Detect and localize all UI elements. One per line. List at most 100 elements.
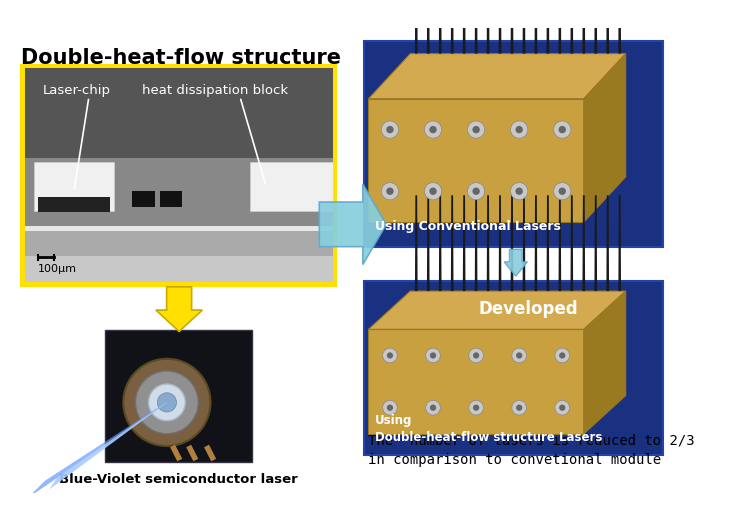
Circle shape [429, 126, 437, 133]
Circle shape [555, 348, 570, 363]
Polygon shape [547, 195, 549, 291]
Circle shape [381, 121, 398, 138]
Circle shape [383, 348, 398, 363]
Circle shape [430, 352, 436, 358]
Circle shape [559, 126, 566, 133]
Polygon shape [439, 0, 442, 54]
Circle shape [429, 188, 437, 195]
Circle shape [387, 126, 394, 133]
Circle shape [516, 405, 523, 411]
Circle shape [387, 405, 393, 411]
Polygon shape [498, 0, 501, 54]
Circle shape [553, 182, 571, 200]
Circle shape [516, 352, 523, 358]
Circle shape [387, 188, 394, 195]
Polygon shape [595, 195, 597, 291]
Polygon shape [584, 291, 625, 434]
Text: 100μm: 100μm [38, 264, 77, 274]
Polygon shape [427, 195, 429, 291]
Polygon shape [27, 401, 168, 498]
Circle shape [148, 384, 185, 420]
Polygon shape [547, 0, 549, 54]
Bar [25, 158, 333, 229]
Circle shape [515, 188, 523, 195]
Bar [368, 329, 584, 434]
Polygon shape [49, 402, 168, 490]
Bar [34, 162, 114, 211]
Bar [249, 162, 333, 211]
Circle shape [511, 182, 528, 200]
Polygon shape [606, 0, 609, 54]
Circle shape [469, 348, 484, 363]
Polygon shape [570, 195, 573, 291]
Circle shape [430, 405, 436, 411]
Circle shape [383, 400, 398, 415]
Circle shape [123, 359, 210, 446]
Text: Using Conventional Lasers: Using Conventional Lasers [375, 220, 561, 233]
Bar [159, 191, 182, 207]
Polygon shape [523, 0, 526, 54]
Bar [25, 226, 333, 231]
Polygon shape [451, 195, 453, 291]
Polygon shape [511, 195, 513, 291]
Circle shape [473, 188, 480, 195]
Text: Developed: Developed [478, 300, 578, 318]
Circle shape [426, 400, 440, 415]
Circle shape [473, 126, 480, 133]
Circle shape [387, 352, 393, 358]
Polygon shape [368, 54, 625, 99]
Circle shape [473, 352, 479, 358]
Circle shape [426, 348, 440, 363]
Text: Laser-chip: Laser-chip [43, 84, 110, 97]
Circle shape [381, 182, 398, 200]
Text: Using
Double-heat-flow structure Lasers: Using Double-heat-flow structure Lasers [375, 414, 602, 444]
Polygon shape [504, 250, 527, 276]
Polygon shape [475, 0, 478, 54]
Circle shape [467, 121, 484, 138]
Text: The  number of lasers is reduced to 2/3
in comparison to convetional module: The number of lasers is reduced to 2/3 i… [368, 433, 695, 467]
Circle shape [559, 405, 565, 411]
Circle shape [512, 348, 526, 363]
Polygon shape [595, 0, 597, 54]
Bar [20, 64, 337, 287]
Circle shape [553, 121, 571, 138]
Text: Blue-Violet semiconductor laser: Blue-Violet semiconductor laser [60, 473, 298, 486]
Polygon shape [451, 0, 453, 54]
Polygon shape [487, 195, 490, 291]
Polygon shape [584, 54, 625, 222]
Polygon shape [415, 195, 417, 291]
Polygon shape [463, 0, 465, 54]
Polygon shape [559, 0, 562, 54]
Bar [364, 281, 663, 455]
Polygon shape [415, 0, 417, 54]
Circle shape [157, 393, 176, 412]
Polygon shape [534, 195, 537, 291]
Bar [25, 68, 333, 158]
Bar [38, 197, 110, 212]
Circle shape [555, 400, 570, 415]
Polygon shape [582, 195, 585, 291]
Polygon shape [368, 291, 625, 329]
Polygon shape [511, 0, 513, 54]
Polygon shape [618, 195, 621, 291]
Polygon shape [475, 195, 478, 291]
Circle shape [473, 405, 479, 411]
Polygon shape [463, 195, 465, 291]
Polygon shape [570, 0, 573, 54]
Circle shape [469, 400, 484, 415]
Polygon shape [156, 287, 202, 331]
Polygon shape [439, 195, 442, 291]
Circle shape [512, 400, 526, 415]
Bar [364, 41, 663, 246]
Text: Double-heat-flow structure: Double-heat-flow structure [21, 47, 341, 68]
Polygon shape [534, 0, 537, 54]
Polygon shape [319, 184, 387, 265]
Circle shape [515, 126, 523, 133]
Circle shape [135, 371, 198, 434]
Polygon shape [582, 0, 585, 54]
Circle shape [467, 182, 484, 200]
Text: heat dissipation block: heat dissipation block [142, 84, 288, 97]
Circle shape [559, 352, 565, 358]
Circle shape [424, 182, 442, 200]
Circle shape [559, 188, 566, 195]
